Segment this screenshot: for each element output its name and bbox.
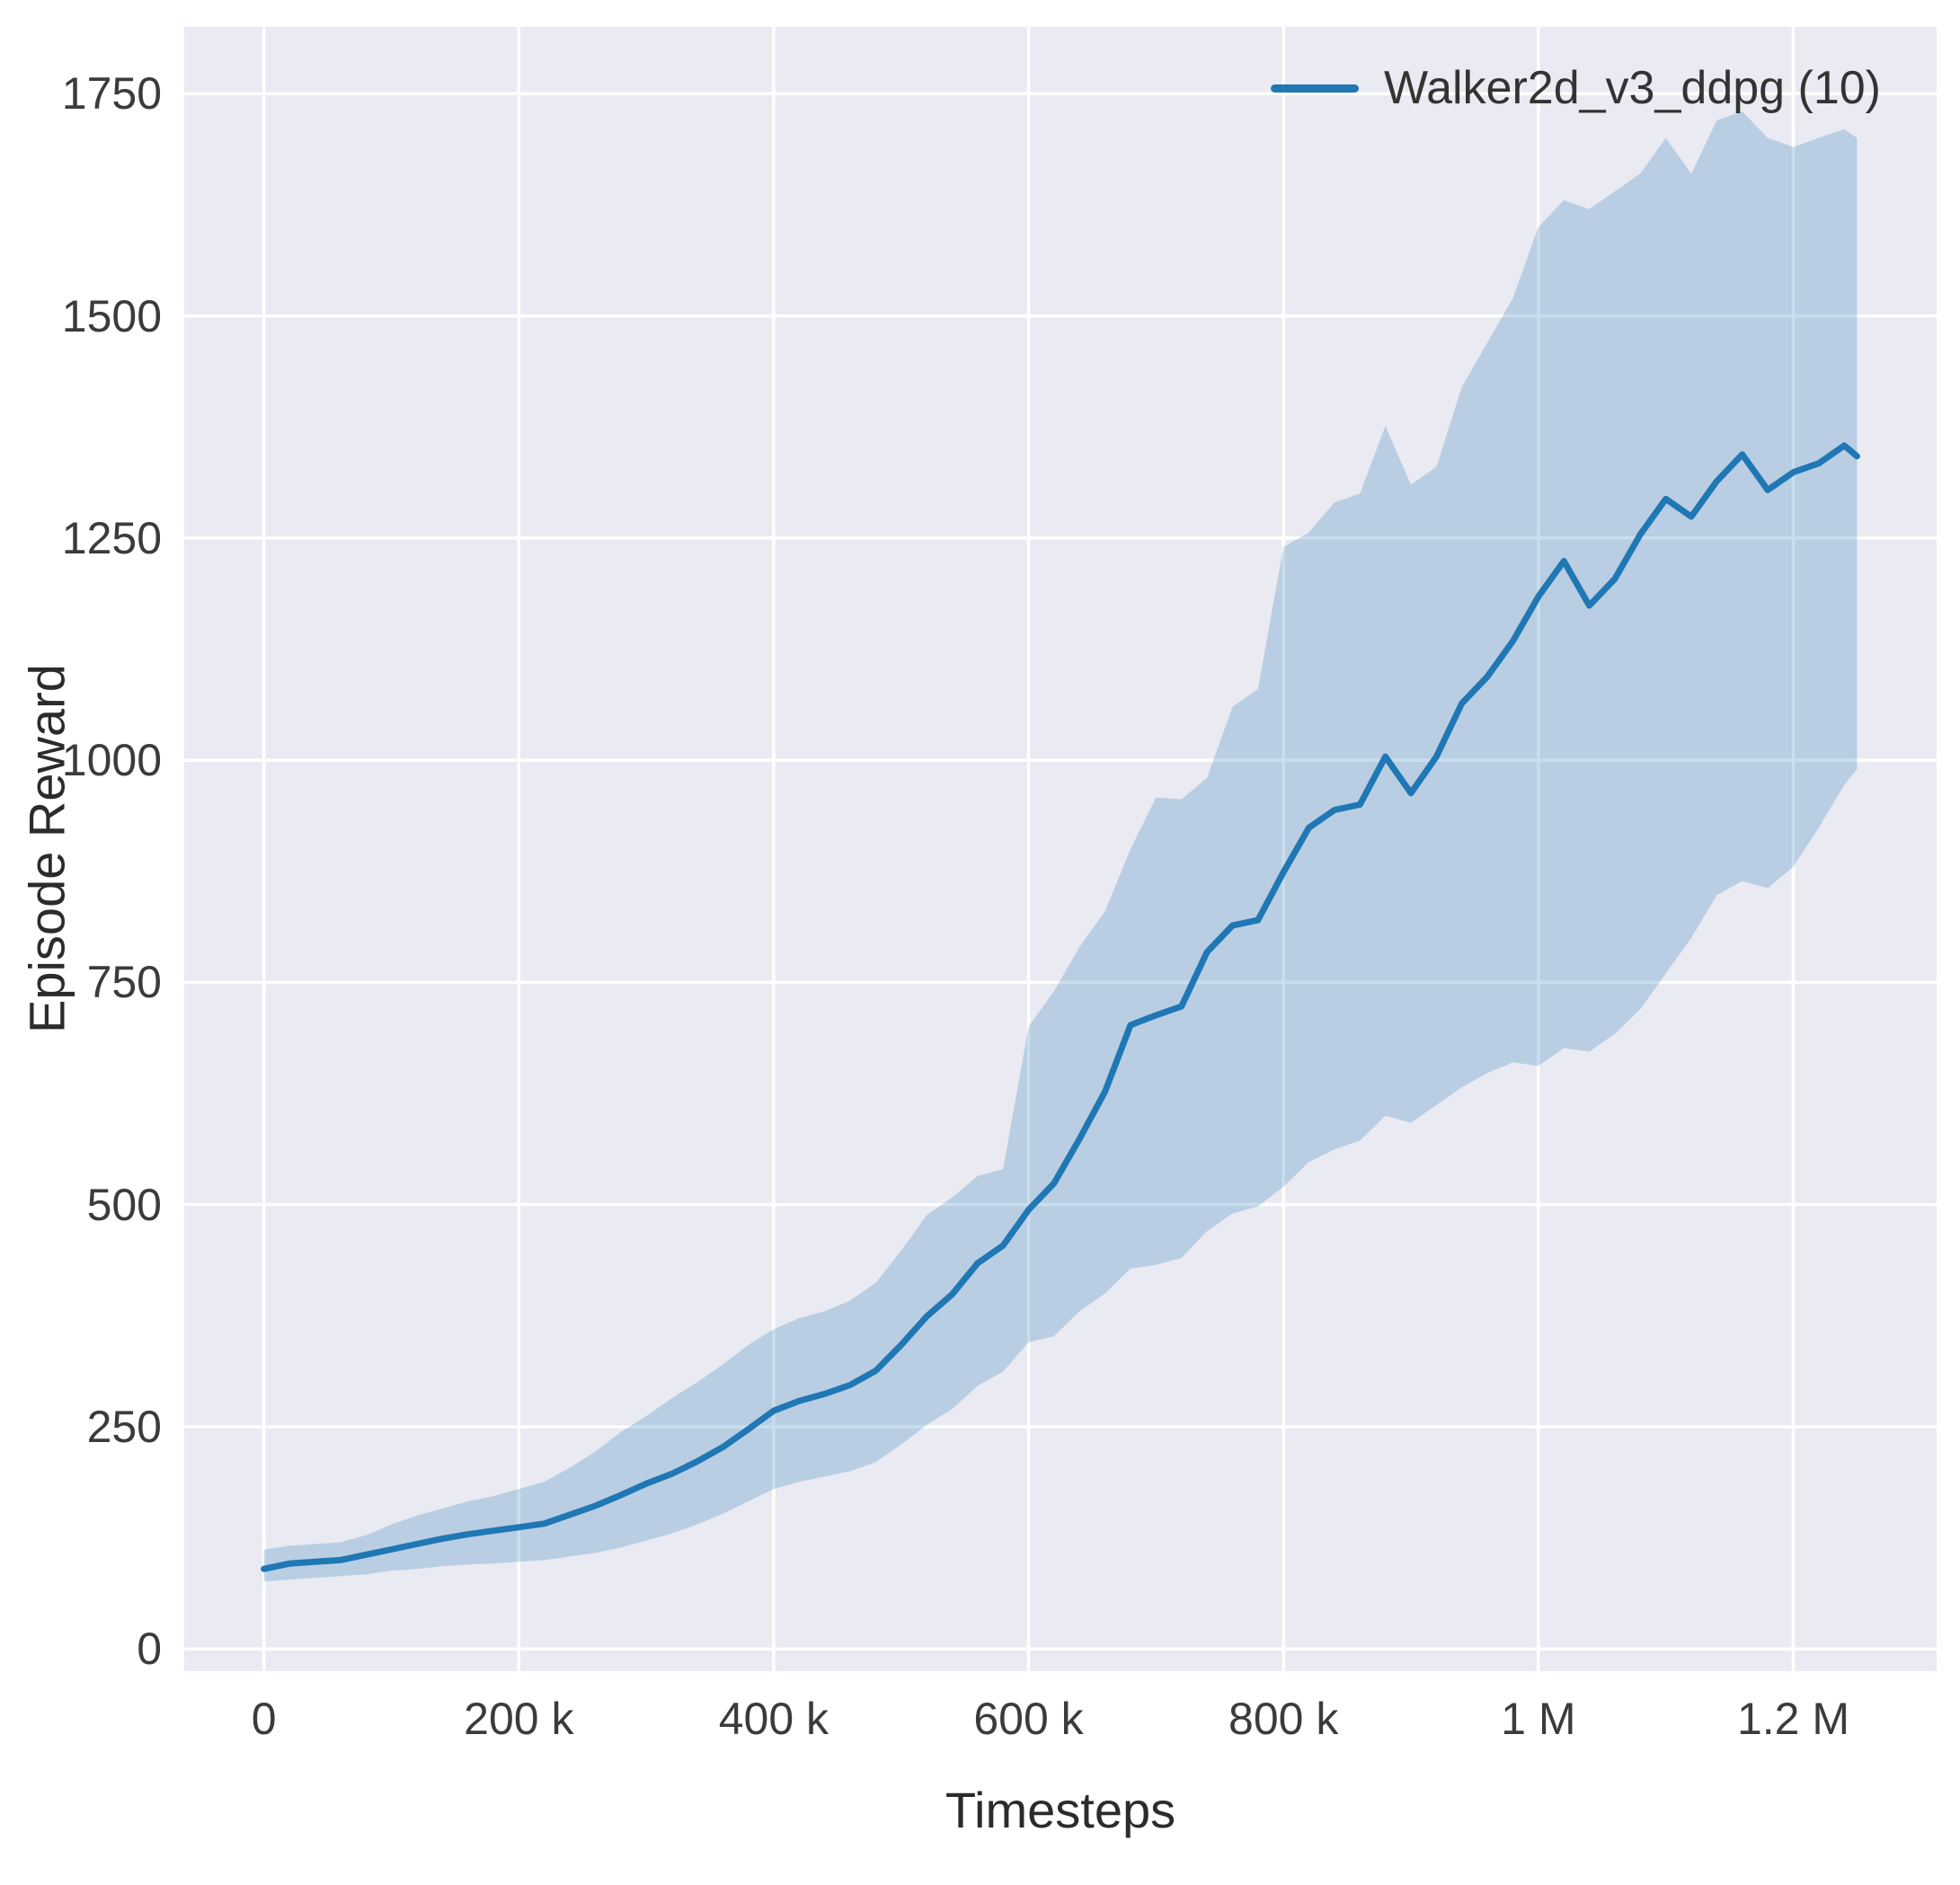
y-tick-label: 1500 bbox=[61, 290, 162, 341]
y-tick-label: 1750 bbox=[61, 68, 162, 119]
y-axis-ticks: 0 250 500 750 1000 1250 1500 1750 bbox=[0, 27, 162, 1674]
x-tick-label: 1 M bbox=[1501, 1694, 1576, 1744]
x-tick-label: 200 k bbox=[464, 1694, 574, 1744]
x-tick-label: 800 k bbox=[1228, 1694, 1339, 1744]
y-tick-label: 500 bbox=[86, 1179, 162, 1230]
x-tick-label: 600 k bbox=[973, 1694, 1084, 1744]
chart-canvas bbox=[184, 27, 1937, 1671]
y-tick-label: 750 bbox=[86, 957, 162, 1008]
legend: Walker2d_v3_ddpg (10) bbox=[1270, 61, 1881, 115]
y-axis-label: Episode Reward bbox=[18, 664, 75, 1034]
y-tick-label: 1250 bbox=[61, 512, 162, 563]
x-tick-label: 400 k bbox=[718, 1694, 829, 1744]
legend-line-swatch bbox=[1270, 84, 1359, 93]
x-axis-ticks: 0 200 k 400 k 600 k 800 k 1 M 1.2 M bbox=[184, 1693, 1937, 1756]
plot-area bbox=[184, 27, 1937, 1671]
x-tick-label: 1.2 M bbox=[1736, 1694, 1850, 1744]
x-tick-label: 0 bbox=[251, 1694, 277, 1744]
confidence-band bbox=[263, 111, 1858, 1582]
y-tick-label: 250 bbox=[86, 1402, 162, 1452]
legend-label: Walker2d_v3_ddpg (10) bbox=[1383, 62, 1881, 114]
mean-reward-line bbox=[261, 442, 1860, 1572]
y-tick-label: 0 bbox=[137, 1624, 162, 1675]
x-axis-label: Timesteps bbox=[945, 1782, 1176, 1838]
y-tick-label: 1000 bbox=[61, 735, 162, 786]
